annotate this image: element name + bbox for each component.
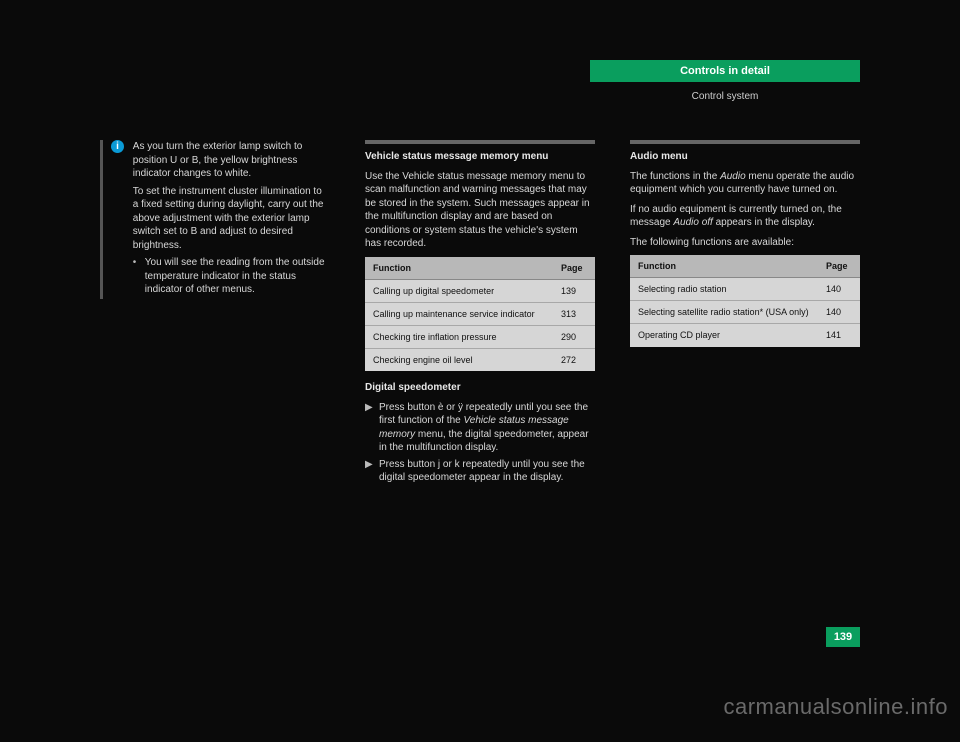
step-icon: ▶ bbox=[365, 458, 379, 485]
col3-para2: If no audio equipment is currently turne… bbox=[630, 203, 860, 230]
text: appears in the display. bbox=[713, 217, 815, 228]
note-para1: As you turn the exterior lamp switch to … bbox=[133, 140, 328, 181]
table-row: Checking tire inflation pressure290 bbox=[365, 325, 595, 348]
cell: 272 bbox=[553, 349, 595, 372]
col3-heading: Audio menu bbox=[630, 150, 860, 164]
vehicle-status-table: Function Page Calling up digital speedom… bbox=[365, 257, 595, 372]
bullet-text: You will see the reading from the outsid… bbox=[145, 256, 328, 297]
cell: 313 bbox=[553, 302, 595, 325]
step-icon: ▶ bbox=[365, 401, 379, 455]
col3-para3: The following functions are available: bbox=[630, 236, 860, 250]
step-2: ▶ Press button j or k repeatedly until y… bbox=[365, 458, 595, 485]
th-function: Function bbox=[630, 255, 818, 278]
table-row: Selecting radio station140 bbox=[630, 278, 860, 301]
table-row: Selecting satellite radio station* (USA … bbox=[630, 301, 860, 324]
text: or bbox=[440, 459, 454, 470]
table-row: Operating CD player141 bbox=[630, 324, 860, 347]
step-1: ▶ Press button è or ÿ repeatedly until y… bbox=[365, 401, 595, 455]
column-2: Vehicle status message memory menu Use t… bbox=[365, 140, 595, 488]
cell: Selecting satellite radio station* (USA … bbox=[630, 301, 818, 324]
table-row: Calling up digital speedometer139 bbox=[365, 279, 595, 302]
table-row: Checking engine oil level272 bbox=[365, 349, 595, 372]
header-title: Controls in detail bbox=[680, 65, 770, 77]
col2-heading: Vehicle status message memory menu bbox=[365, 150, 595, 164]
note-para2: To set the instrument cluster illuminati… bbox=[133, 185, 328, 253]
text: Press button bbox=[379, 402, 438, 413]
note-bullet: • You will see the reading from the outs… bbox=[133, 256, 328, 297]
cell: 290 bbox=[553, 325, 595, 348]
audio-table: Function Page Selecting radio station140… bbox=[630, 255, 860, 347]
text-italic: Audio off bbox=[673, 217, 712, 228]
cell: Calling up digital speedometer bbox=[365, 279, 553, 302]
sub-heading: Digital speedometer bbox=[365, 381, 595, 395]
cell: 139 bbox=[553, 279, 595, 302]
th-page: Page bbox=[818, 255, 860, 278]
info-icon: i bbox=[111, 140, 124, 153]
cell: Selecting radio station bbox=[630, 278, 818, 301]
note-content: i As you turn the exterior lamp switch t… bbox=[111, 140, 330, 299]
th-function: Function bbox=[365, 257, 553, 280]
step-text: Press button j or k repeatedly until you… bbox=[379, 458, 595, 485]
text: or bbox=[177, 155, 191, 166]
cell: Checking tire inflation pressure bbox=[365, 325, 553, 348]
watermark: carmanualsonline.info bbox=[723, 692, 948, 722]
note-rule bbox=[100, 140, 103, 299]
column-divider bbox=[630, 140, 860, 144]
col3-para1: The functions in the Audio menu operate … bbox=[630, 170, 860, 197]
note-text: As you turn the exterior lamp switch to … bbox=[133, 140, 328, 299]
cell: 140 bbox=[818, 278, 860, 301]
cell: 141 bbox=[818, 324, 860, 347]
col2-para: Use the Vehicle status message memory me… bbox=[365, 170, 595, 251]
cell: 140 bbox=[818, 301, 860, 324]
th-page: Page bbox=[553, 257, 595, 280]
step-text: Press button è or ÿ repeatedly until you… bbox=[379, 401, 595, 455]
text: Press button bbox=[379, 459, 438, 470]
header-title-bar: Controls in detail bbox=[590, 60, 860, 82]
column-3: Audio menu The functions in the Audio me… bbox=[630, 140, 860, 347]
bullet-icon: • bbox=[133, 256, 145, 297]
text: or bbox=[443, 402, 457, 413]
page-number: 139 bbox=[834, 631, 852, 643]
cell: Operating CD player bbox=[630, 324, 818, 347]
header-subtitle: Control system bbox=[590, 90, 860, 104]
column-1: i As you turn the exterior lamp switch t… bbox=[100, 140, 330, 299]
text: The functions in the bbox=[630, 171, 720, 182]
text-italic: Audio bbox=[720, 171, 746, 182]
table-row: Calling up maintenance service indicator… bbox=[365, 302, 595, 325]
cell: Checking engine oil level bbox=[365, 349, 553, 372]
cell: Calling up maintenance service indicator bbox=[365, 302, 553, 325]
page-number-badge: 139 bbox=[826, 627, 860, 647]
note-box: i As you turn the exterior lamp switch t… bbox=[100, 140, 330, 299]
column-divider bbox=[365, 140, 595, 144]
